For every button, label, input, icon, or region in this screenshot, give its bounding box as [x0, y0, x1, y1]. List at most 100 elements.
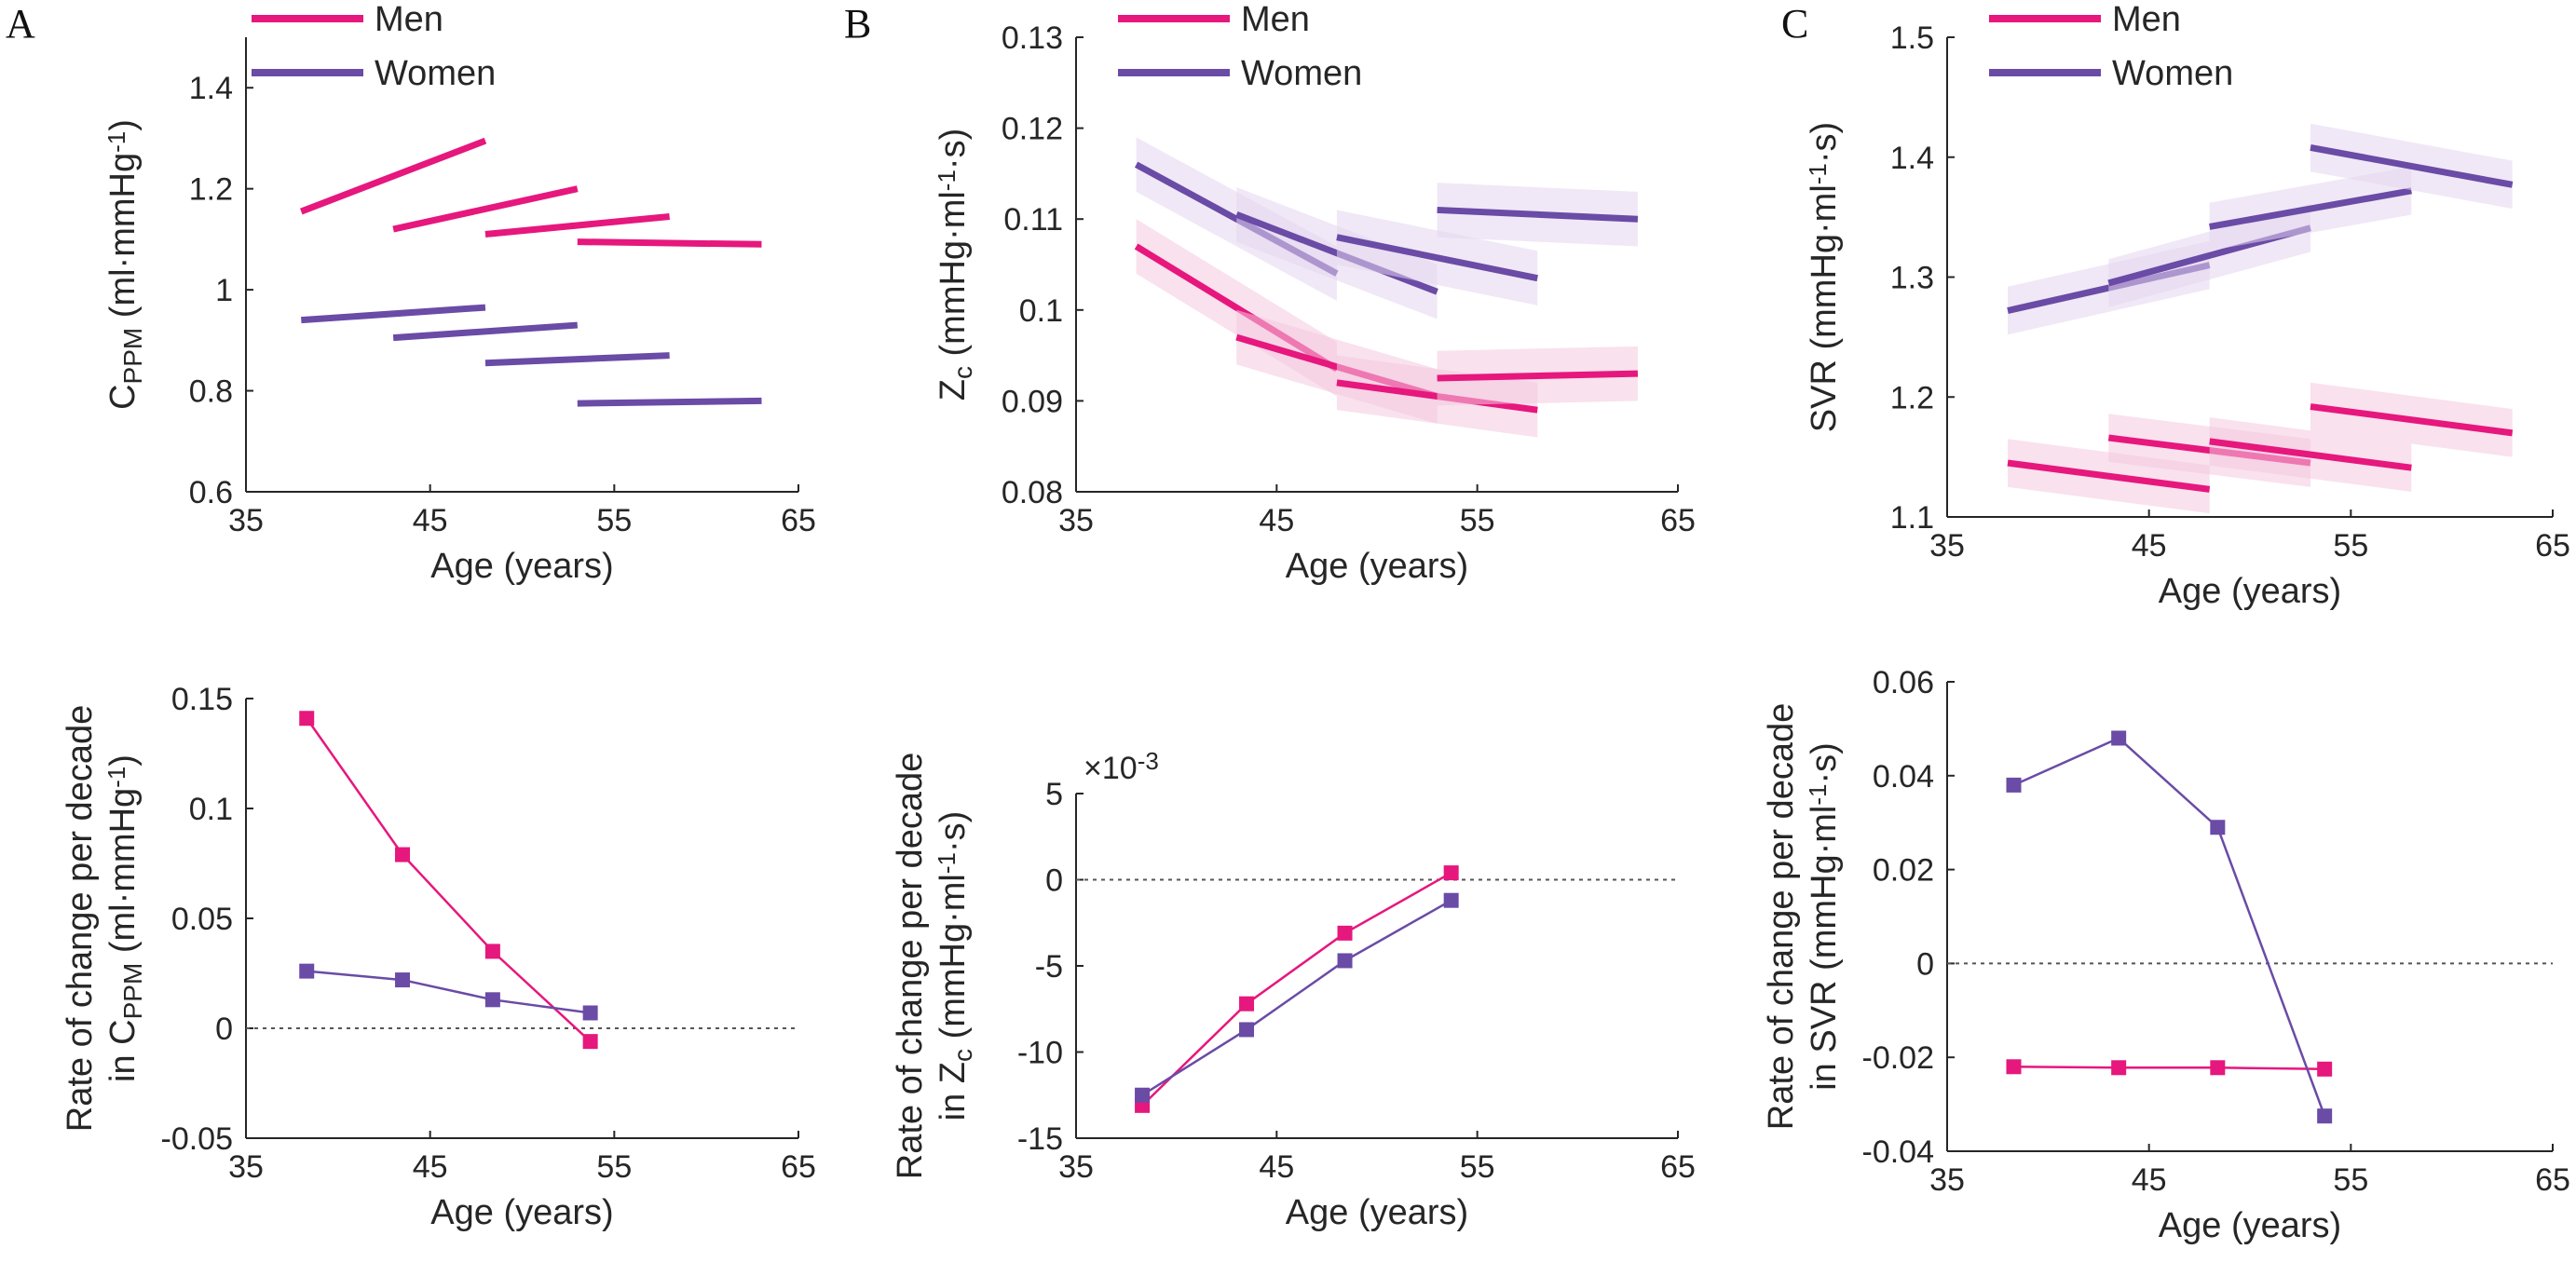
y-tick-label: 0 — [215, 1012, 233, 1047]
women-rate-line — [307, 970, 591, 1014]
y-tick-label: 0.8 — [189, 374, 233, 410]
y-axis-label-line2: in CPPM (ml·mmHg-1) — [102, 754, 148, 1082]
y-tick-label: 1.5 — [1890, 20, 1934, 56]
x-tick-label: 65 — [1660, 1149, 1696, 1185]
y-tick-label: 0.08 — [1002, 475, 1063, 510]
y-tick-label: 0 — [1045, 863, 1063, 899]
panel-letter-c: C — [1781, 1, 1808, 47]
panel-a-compliance-chart: 35 45 55 65 0.6 0.8 1 1.2 1.4 Age (years) CPPM (ml… — [102, 0, 816, 586]
y-tick-label: 1.4 — [1890, 141, 1934, 176]
men-rate-line — [2013, 1066, 2325, 1071]
men-rate-marker — [484, 944, 500, 959]
men-segment-3 — [2209, 438, 2412, 471]
men-segment-4 — [577, 238, 762, 248]
y-tick-label: 0.05 — [171, 902, 233, 937]
women-rate-line — [1141, 899, 1452, 1096]
y-tick-label: -15 — [1017, 1121, 1063, 1157]
y-tick-label: 0.15 — [171, 682, 233, 717]
panel-letter-a: A — [6, 1, 35, 47]
legend-men-label: Men — [2112, 0, 2181, 39]
panel-letter-b: B — [844, 1, 871, 47]
x-tick-label: 55 — [2333, 1162, 2368, 1198]
x-axis-label: Age (years) — [2159, 1206, 2341, 1245]
legend-women-label: Women — [2112, 54, 2233, 93]
men-segment-4 — [1437, 370, 1639, 382]
women-segment-1 — [301, 304, 486, 324]
women-rate-marker — [2210, 820, 2226, 835]
y-axis-label-line2: CPPM (ml·mmHg-1) — [102, 119, 148, 410]
x-tick-label: 55 — [1460, 503, 1495, 538]
x-tick-label: 45 — [413, 503, 448, 538]
x-tick-label: 65 — [781, 1149, 816, 1185]
x-tick-label: 35 — [228, 503, 264, 538]
y-tick-label: -0.04 — [1862, 1134, 1935, 1170]
men-rate-marker — [1239, 996, 1255, 1012]
y-tick-label: -0.02 — [1862, 1040, 1935, 1076]
legend-men-label: Men — [1241, 0, 1310, 39]
x-tick-label: 35 — [1058, 503, 1094, 538]
x-tick-label: 65 — [2535, 1162, 2570, 1198]
men-segment-4 — [2310, 403, 2514, 437]
x-tick-label: 35 — [1929, 1162, 1965, 1198]
y-tick-label: 0.13 — [1002, 20, 1063, 56]
women-segment-3 — [1336, 234, 1538, 282]
x-axis-label: Age (years) — [1286, 1193, 1468, 1232]
men-rate-line — [306, 717, 592, 1043]
x-tick-label: 65 — [1660, 503, 1696, 538]
x-axis-label: Age (years) — [430, 1193, 613, 1232]
y-axis-label-line1: Rate of change per decade — [61, 705, 100, 1132]
women-rate-marker — [582, 1005, 598, 1021]
women-rate-marker — [2111, 730, 2127, 746]
x-tick-label: 55 — [596, 503, 632, 538]
y-tick-label: 0.12 — [1002, 112, 1063, 147]
x-tick-label: 45 — [2132, 528, 2167, 564]
women-segment-3 — [484, 352, 670, 367]
men-rate-marker — [2317, 1061, 2333, 1077]
x-tick-label: 45 — [413, 1149, 448, 1185]
men-segment-1 — [300, 137, 487, 215]
y-tick-label: 1.1 — [1890, 500, 1934, 536]
men-segment-2 — [392, 185, 579, 233]
legend-women-label: Women — [375, 54, 496, 93]
women-rate-marker — [1443, 892, 1459, 908]
y-tick-label: 1.4 — [189, 71, 233, 106]
women-segment-3 — [2209, 187, 2412, 230]
x-tick-label: 45 — [2132, 1162, 2167, 1198]
x-tick-label: 55 — [1460, 1149, 1495, 1185]
legend-women-label: Women — [1241, 54, 1362, 93]
panel-b-rate-chart: 35 45 55 65 -15 -10 -5 0 5 Age (years) Rate of cha… — [891, 747, 1696, 1232]
women-rate-marker — [1337, 953, 1353, 969]
men-rate-marker — [582, 1034, 598, 1050]
y-axis-label: Rate of change per decade in CPPM (ml·mmH… — [61, 705, 147, 1132]
men-segment-1 — [2007, 459, 2211, 493]
men-rate-line — [1141, 872, 1452, 1107]
women-segment-4 — [577, 397, 762, 407]
y-tick-label: 0.06 — [1873, 665, 1934, 700]
y-axis-label-line2: in Zc (mmHg·ml-1·s) — [933, 811, 978, 1121]
men-rate-marker — [2111, 1060, 2127, 1076]
y-axis-label: Rate of change per decade in Zc (mmHg·ml-… — [891, 753, 977, 1179]
y-axis-label-line1: Rate of change per decade — [1762, 703, 1801, 1130]
x-tick-label: 55 — [2333, 528, 2368, 564]
y-tick-label: -0.05 — [161, 1121, 234, 1157]
men-rate-marker — [2006, 1059, 2022, 1075]
x-tick-label: 65 — [781, 503, 816, 538]
women-rate-marker — [2317, 1108, 2333, 1124]
y-tick-label: 1 — [215, 273, 233, 308]
women-rate-marker — [1135, 1087, 1151, 1103]
women-segment-2 — [392, 321, 579, 342]
women-rate-marker — [484, 992, 500, 1008]
men-rate-marker — [2210, 1060, 2226, 1076]
panel-c-svr-chart: 35 45 55 65 1.1 1.2 1.3 1.4 1.5 Age (years) SVR (m… — [1804, 0, 2570, 611]
men-rate-marker — [395, 847, 411, 862]
y-tick-label: 1.2 — [189, 172, 233, 208]
y-axis-label-line2: Zc (mmHg·ml-1·s) — [933, 129, 978, 401]
panel-b-impedance-chart: 35 45 55 65 0.08 0.09 0.1 0.11 0.12 0.13 Age (year… — [933, 0, 1696, 586]
x-tick-label: 35 — [1929, 528, 1965, 564]
y-axis-label-line2: in SVR (mmHg·ml-1·s) — [1804, 742, 1844, 1091]
y-tick-label: -5 — [1035, 949, 1063, 985]
women-rate-marker — [395, 972, 411, 988]
x-tick-label: 35 — [228, 1149, 264, 1185]
x-axis-label: Age (years) — [2159, 572, 2341, 611]
